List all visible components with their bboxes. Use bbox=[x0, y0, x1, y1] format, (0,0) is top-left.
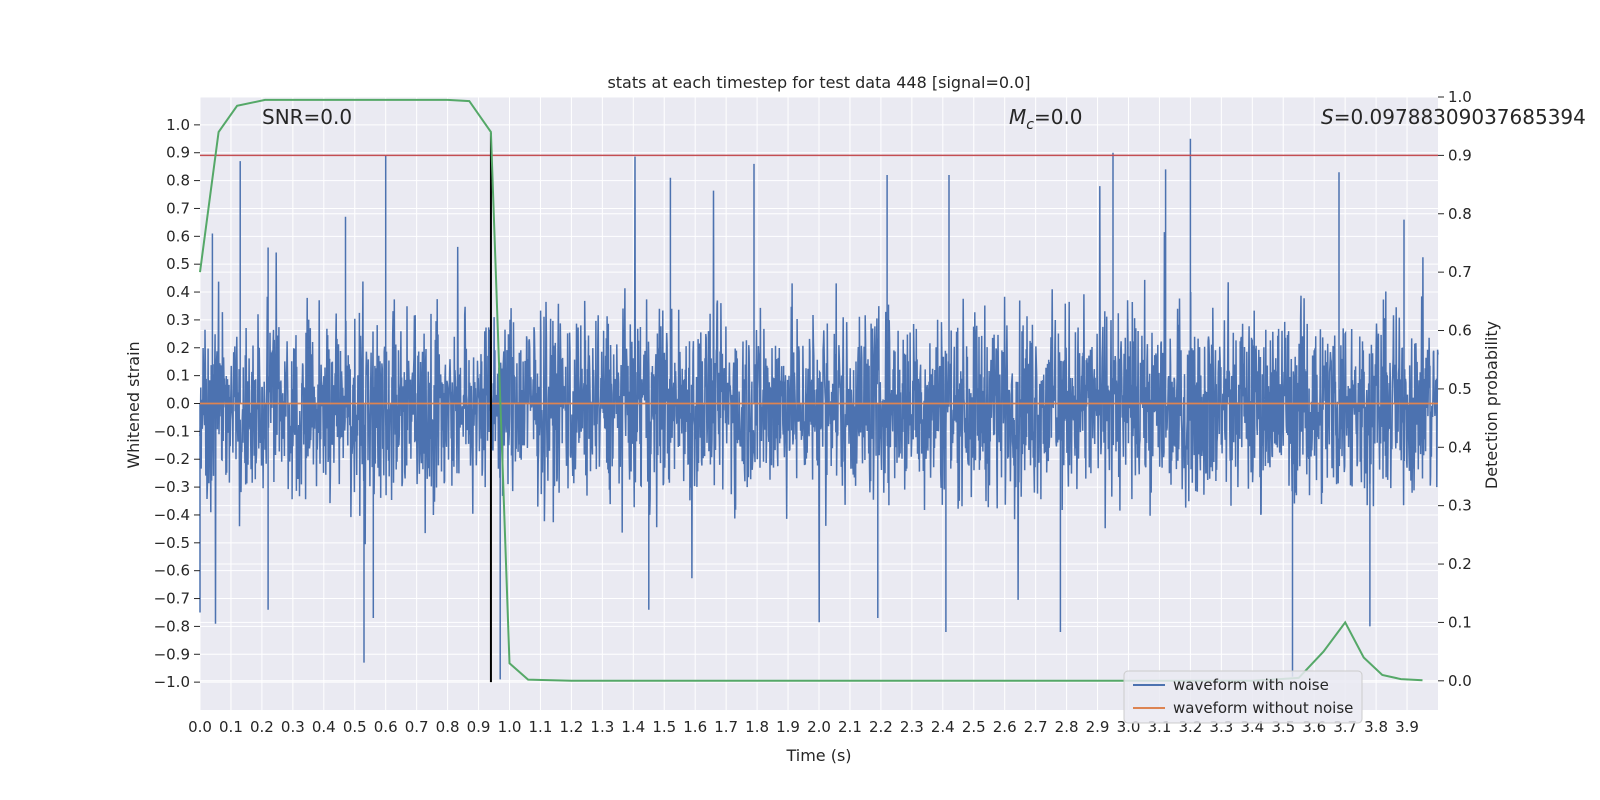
y-tick-label: −0.3 bbox=[154, 478, 190, 496]
right-y-tick-labels: 1.0 0.9 0.8 0.7 0.6 0.5 0.4 0.3 0.2 0.1 0.0 bbox=[1438, 88, 1472, 690]
right-y-tick-label: 0.4 bbox=[1448, 438, 1472, 456]
y-tick-label: 0.2 bbox=[166, 339, 190, 357]
y-tick-label: 0.8 bbox=[166, 172, 190, 190]
plot-area bbox=[199, 98, 1439, 683]
chirp-mass-subscript: c bbox=[1026, 117, 1034, 133]
x-tick-label: 0.4 bbox=[312, 718, 336, 736]
s-statistic-value: =0.09788309037685394 bbox=[1334, 105, 1586, 129]
y-tick-label: −1.0 bbox=[154, 673, 190, 691]
x-axis-label: Time (s) bbox=[785, 746, 851, 765]
chirp-mass-symbol: M bbox=[1009, 105, 1026, 129]
y-tick-label: 0.5 bbox=[166, 255, 190, 273]
y-tick-label: 0.6 bbox=[166, 227, 190, 245]
y-tick-label: 1.0 bbox=[166, 116, 190, 134]
x-tick-label: 2.1 bbox=[838, 718, 862, 736]
legend-label-clean: waveform without noise bbox=[1173, 699, 1353, 717]
x-tick-label: 2.7 bbox=[1024, 718, 1048, 736]
y-axis-label: Whitened strain bbox=[124, 341, 143, 468]
chirp-mass-value: =0.0 bbox=[1034, 105, 1083, 129]
x-tick-label: 2.9 bbox=[1086, 718, 1110, 736]
x-tick-label: 0.2 bbox=[250, 718, 274, 736]
right-y-tick-label: 0.2 bbox=[1448, 555, 1472, 573]
y-tick-label: 0.7 bbox=[166, 199, 190, 217]
x-tick-label: 0.8 bbox=[436, 718, 460, 736]
y-tick-label: 0.4 bbox=[166, 283, 190, 301]
y-tick-label: −0.6 bbox=[154, 562, 190, 580]
x-tick-label: 1.1 bbox=[529, 718, 553, 736]
x-tick-label: 0.3 bbox=[281, 718, 305, 736]
right-y-tick-label: 0.7 bbox=[1448, 263, 1472, 281]
detection-probability-line bbox=[199, 98, 1423, 682]
x-tick-label: 0.6 bbox=[374, 718, 398, 736]
chart-title: stats at each timestep for test data 448… bbox=[607, 73, 1030, 92]
s-statistic-symbol: S bbox=[1321, 105, 1334, 129]
x-tick-label: 3.8 bbox=[1364, 718, 1388, 736]
x-tick-label: 2.0 bbox=[807, 718, 831, 736]
x-tick-label: 2.6 bbox=[993, 718, 1017, 736]
x-tick-label: 1.5 bbox=[652, 718, 676, 736]
y-tick-label: −0.8 bbox=[154, 617, 190, 635]
x-tick-label: 0.0 bbox=[188, 718, 212, 736]
right-y-tick-label: 0.1 bbox=[1448, 613, 1472, 631]
x-tick-label: 0.5 bbox=[343, 718, 367, 736]
x-tick-label: 2.5 bbox=[962, 718, 986, 736]
x-tick-label: 0.7 bbox=[405, 718, 429, 736]
y-tick-label: 0.1 bbox=[166, 367, 190, 385]
right-y-tick-label: 0.9 bbox=[1448, 146, 1472, 164]
y-tick-label: −0.5 bbox=[154, 534, 190, 552]
x-tick-label: 1.8 bbox=[745, 718, 769, 736]
y-tick-label: −0.4 bbox=[154, 506, 190, 524]
y-tick-label: 0.0 bbox=[166, 395, 190, 413]
y-tick-label: −0.9 bbox=[154, 645, 190, 663]
x-tick-label: 2.4 bbox=[931, 718, 955, 736]
legend-box bbox=[1123, 670, 1363, 724]
y-tick-label: −0.2 bbox=[154, 450, 190, 468]
x-tick-label: 1.4 bbox=[621, 718, 645, 736]
x-tick-label: 1.0 bbox=[498, 718, 522, 736]
x-tick-label: 0.1 bbox=[219, 718, 243, 736]
waveform-with-noise-spikes bbox=[199, 138, 1405, 680]
y-tick-labels: 1.0 0.9 0.8 0.7 0.6 0.5 0.4 0.3 0.2 0.1 0.0 −0.1 −0.… bbox=[154, 116, 200, 691]
right-y-tick-label: 0.8 bbox=[1448, 205, 1472, 223]
right-y-tick-label: 1.0 bbox=[1448, 88, 1472, 106]
x-tick-label: 2.2 bbox=[869, 718, 893, 736]
right-y-tick-label: 0.6 bbox=[1448, 322, 1472, 340]
x-tick-label: 1.2 bbox=[559, 718, 583, 736]
y-tick-label: −0.1 bbox=[154, 422, 190, 440]
waveform-with-noise-line bbox=[199, 156, 1439, 624]
x-tick-label: 2.3 bbox=[900, 718, 924, 736]
x-tick-label: 1.6 bbox=[683, 718, 707, 736]
x-tick-label: 1.9 bbox=[776, 718, 800, 736]
right-y-tick-label: 0.0 bbox=[1448, 672, 1472, 690]
y-tick-label: −0.7 bbox=[154, 590, 190, 608]
legend-label-noise: waveform with noise bbox=[1173, 676, 1329, 694]
y-tick-label: 0.3 bbox=[166, 311, 190, 329]
snr-annotation: SNR=0.0 bbox=[262, 105, 352, 129]
x-tick-label: 3.9 bbox=[1395, 718, 1419, 736]
x-tick-label: 2.8 bbox=[1055, 718, 1079, 736]
legend: waveform with noise waveform without noi… bbox=[1123, 670, 1363, 724]
y-tick-label: 0.9 bbox=[166, 144, 190, 162]
s-statistic-annotation: S=0.09788309037685394 bbox=[1321, 105, 1586, 129]
right-y-tick-label: 0.5 bbox=[1448, 380, 1472, 398]
chirp-mass-annotation: Mc=0.0 bbox=[1009, 105, 1083, 133]
x-tick-label: 0.9 bbox=[467, 718, 491, 736]
x-tick-label: 1.7 bbox=[714, 718, 738, 736]
right-y-tick-label: 0.3 bbox=[1448, 497, 1472, 515]
right-y-axis-label: Detection probability bbox=[1482, 321, 1501, 489]
x-tick-label: 1.3 bbox=[590, 718, 614, 736]
